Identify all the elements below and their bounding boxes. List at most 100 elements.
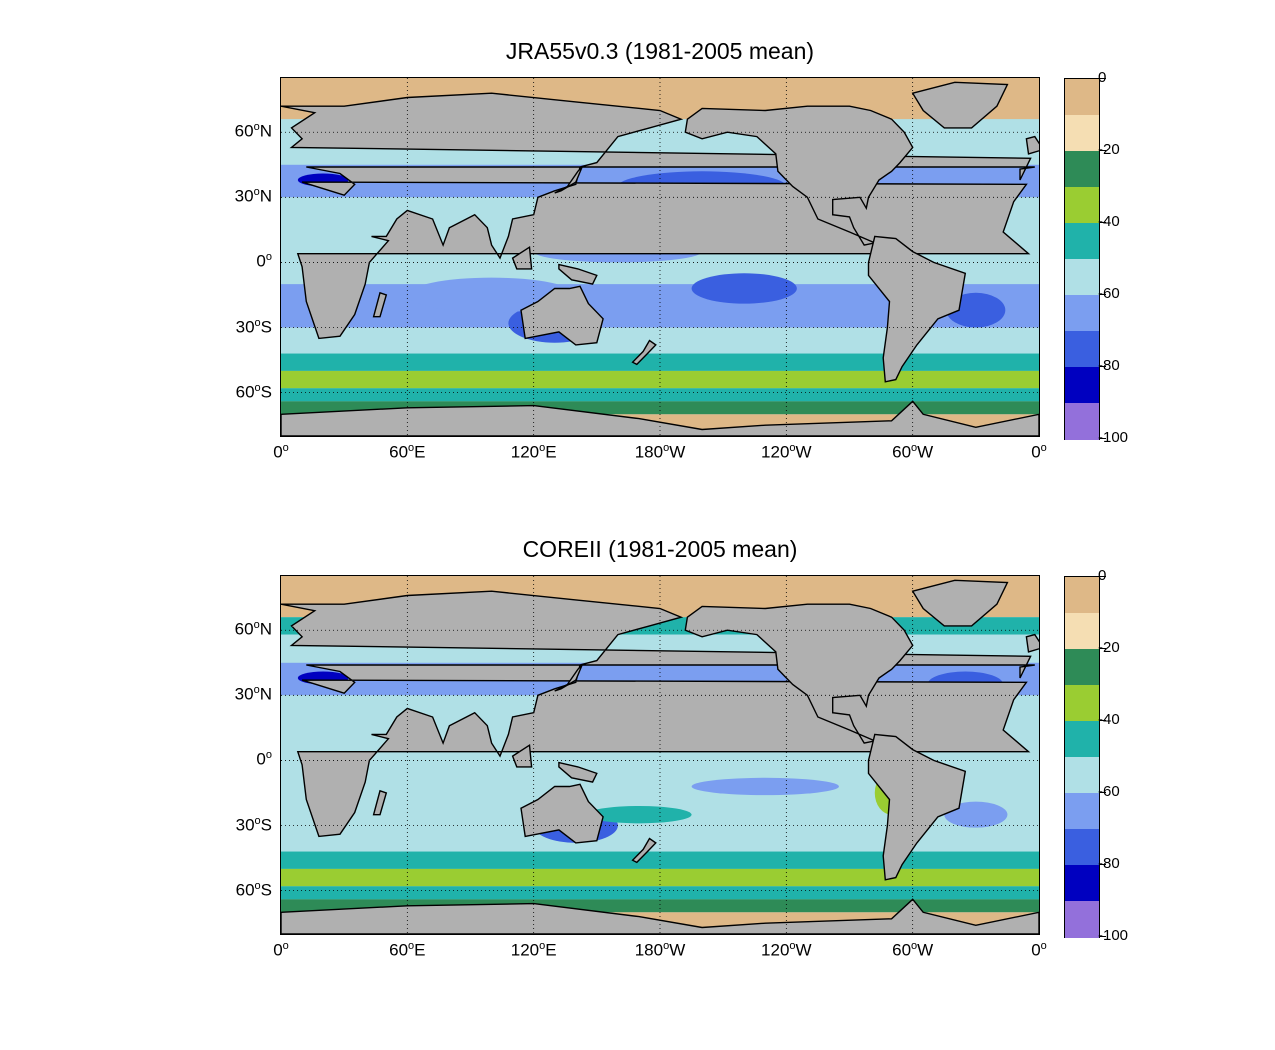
land-borneo-islands bbox=[511, 743, 533, 768]
lon-label: 60oE bbox=[389, 940, 426, 960]
lat-label: 60oN bbox=[234, 121, 272, 141]
lon-label: 60oW bbox=[892, 940, 934, 960]
ocean-band-9 bbox=[281, 370, 1039, 389]
colorbar-segment bbox=[1065, 259, 1099, 296]
colorbar-segment bbox=[1065, 901, 1099, 938]
land-africa-eurasia bbox=[281, 590, 1035, 838]
land-uk bbox=[1025, 135, 1039, 155]
map-jra55 bbox=[280, 77, 1040, 437]
blob-spac bbox=[691, 777, 839, 796]
land-antarctica bbox=[281, 898, 1039, 934]
lat-label: 30oN bbox=[234, 186, 272, 206]
land-north-america bbox=[684, 603, 914, 744]
land-japan bbox=[554, 166, 583, 194]
colorbar bbox=[1064, 576, 1100, 938]
lon-label: 60oE bbox=[389, 442, 426, 462]
colorbar-tick bbox=[1100, 576, 1106, 577]
lat-label: 60oS bbox=[235, 879, 272, 900]
colorbar-tick bbox=[1100, 78, 1106, 79]
land-south-america bbox=[867, 235, 967, 383]
lat-label: 60oN bbox=[234, 619, 272, 639]
colorbar-tick bbox=[1100, 792, 1106, 793]
lon-label: 0o bbox=[1031, 940, 1047, 960]
colorbar-segment bbox=[1065, 295, 1099, 332]
colorbar-segment bbox=[1065, 685, 1099, 722]
colorbar-segment bbox=[1065, 757, 1099, 794]
land-north-america bbox=[684, 105, 914, 246]
colorbar-tick bbox=[1100, 222, 1106, 223]
colorbar-tick-label: -60 bbox=[1098, 783, 1120, 800]
colorbar-tick bbox=[1100, 366, 1106, 367]
colorbar-segment bbox=[1065, 331, 1099, 368]
colorbar-segment bbox=[1065, 403, 1099, 440]
land-australia bbox=[520, 285, 604, 346]
land-japan bbox=[554, 664, 583, 692]
land-new-guinea bbox=[558, 263, 598, 285]
lon-label: 0o bbox=[273, 940, 289, 960]
ocean-band-9 bbox=[281, 868, 1039, 887]
colorbar-segment bbox=[1065, 829, 1099, 866]
lon-label: 120oE bbox=[510, 442, 557, 462]
lon-label: 180oW bbox=[634, 442, 686, 462]
lon-label: 120oW bbox=[761, 442, 812, 462]
colorbar-segment bbox=[1065, 613, 1099, 650]
colorbar-tick-label: -80 bbox=[1098, 357, 1120, 374]
land-new-guinea bbox=[558, 761, 598, 783]
colorbar-segment bbox=[1065, 865, 1099, 902]
colorbar-segment bbox=[1065, 721, 1099, 758]
colorbar-tick-label: -80 bbox=[1098, 855, 1120, 872]
colorbar-tick bbox=[1100, 438, 1106, 439]
land-new-zealand bbox=[631, 837, 657, 864]
colorbar-tick-label: -40 bbox=[1098, 711, 1120, 728]
lon-label: 120oW bbox=[761, 940, 812, 960]
blob-spac2 bbox=[586, 805, 692, 824]
panel-coreii: COREII (1981-2005 mean) 60oN 30oN 0o 30oS 60… bbox=[0, 498, 1275, 998]
lon-label: 0o bbox=[273, 442, 289, 462]
colorbar bbox=[1064, 78, 1100, 440]
colorbar-tick bbox=[1100, 294, 1106, 295]
colorbar-tick-label: -100 bbox=[1098, 429, 1129, 446]
lon-label: 180oW bbox=[634, 940, 686, 960]
land-australia bbox=[520, 783, 604, 844]
blob-spac bbox=[691, 273, 797, 304]
land-madagascar bbox=[372, 291, 388, 318]
land-africa-eurasia bbox=[281, 92, 1035, 340]
panel-jra55: JRA55v0.3 (1981-2005 mean) 60oN 30oN 0o 30o… bbox=[0, 0, 1275, 500]
land-borneo-islands bbox=[511, 245, 533, 270]
colorbar-segment bbox=[1065, 115, 1099, 152]
lat-label: 30oS bbox=[235, 814, 272, 835]
colorbar-tick-label: -20 bbox=[1098, 141, 1120, 158]
colorbar-tick bbox=[1100, 150, 1106, 151]
lon-label: 0o bbox=[1031, 442, 1047, 462]
colorbar-tick bbox=[1100, 864, 1106, 865]
panel-title: JRA55v0.3 (1981-2005 mean) bbox=[505, 38, 815, 64]
colorbar-segment bbox=[1065, 79, 1099, 116]
land-greenland bbox=[911, 579, 1009, 627]
map-coreii bbox=[280, 575, 1040, 935]
land-madagascar bbox=[372, 789, 388, 816]
colorbar-segment bbox=[1065, 577, 1099, 614]
lat-label: 60oS bbox=[235, 381, 272, 402]
colorbar-segment bbox=[1065, 151, 1099, 188]
colorbar-segment bbox=[1065, 793, 1099, 830]
colorbar-tick-label: -20 bbox=[1098, 639, 1120, 656]
colorbar-segment bbox=[1065, 649, 1099, 686]
colorbar-tick-label: 0 bbox=[1098, 567, 1107, 584]
colorbar-tick bbox=[1100, 720, 1106, 721]
blob-satl bbox=[944, 801, 1008, 828]
land-greenland bbox=[911, 81, 1009, 129]
lon-label: 120oE bbox=[510, 940, 557, 960]
colorbar-tick-label: -40 bbox=[1098, 213, 1120, 230]
colorbar-tick bbox=[1100, 936, 1106, 937]
colorbar-segment bbox=[1065, 367, 1099, 404]
colorbar-tick-label: -60 bbox=[1098, 285, 1120, 302]
map-canvas bbox=[281, 78, 1039, 436]
lat-label: 0o bbox=[256, 749, 272, 770]
colorbar-segment bbox=[1065, 187, 1099, 224]
colorbar-tick-label: -100 bbox=[1098, 927, 1129, 944]
lon-label: 60oW bbox=[892, 442, 934, 462]
land-new-zealand bbox=[631, 339, 657, 366]
map-canvas bbox=[281, 576, 1039, 934]
colorbar-segment bbox=[1065, 223, 1099, 260]
lat-label: 30oS bbox=[235, 316, 272, 337]
